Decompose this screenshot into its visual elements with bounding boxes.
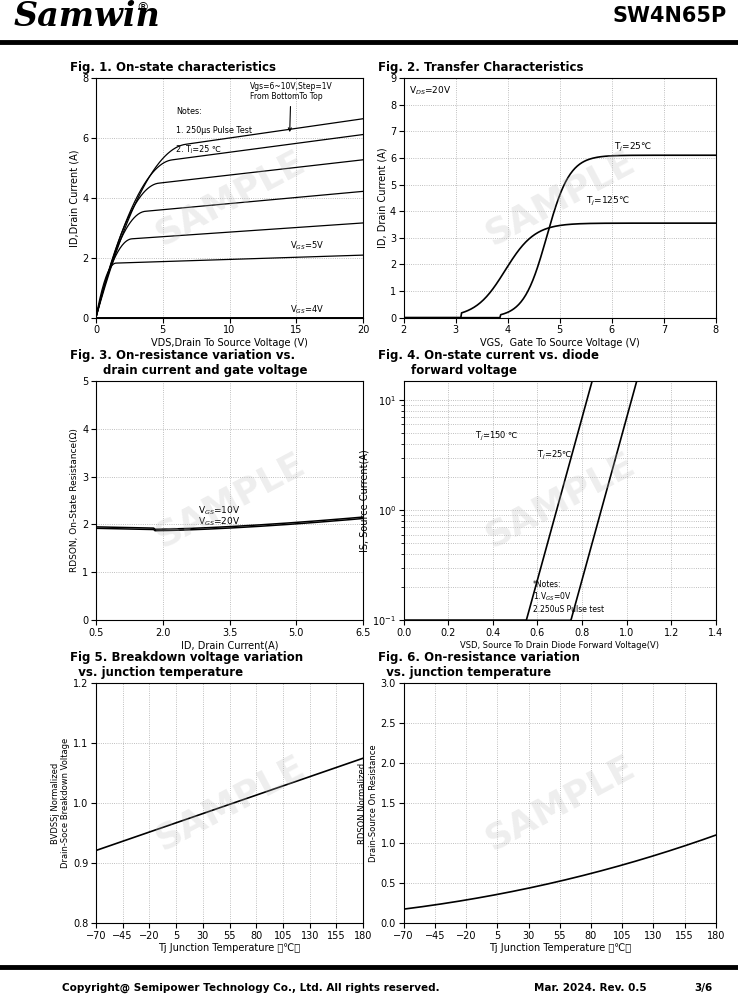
Text: Vgs=6~10V,Step=1V
From BottomTo Top: Vgs=6~10V,Step=1V From BottomTo Top	[249, 82, 332, 131]
Y-axis label: ID, Drain Current (A): ID, Drain Current (A)	[377, 148, 387, 248]
Text: ®: ®	[137, 1, 149, 14]
Text: *Notes:
1.V$_{GS}$=0V
2.250uS Pulse test: *Notes: 1.V$_{GS}$=0V 2.250uS Pulse test	[533, 580, 604, 614]
Text: Fig. 6. On-resistance variation
  vs. junction temperature: Fig. 6. On-resistance variation vs. junc…	[378, 651, 580, 679]
Text: T$_j$=25℃: T$_j$=25℃	[537, 449, 573, 462]
Text: Samwin: Samwin	[13, 0, 160, 33]
Text: Fig. 1. On-state characteristics: Fig. 1. On-state characteristics	[70, 61, 276, 74]
Text: SAMPLE: SAMPLE	[149, 447, 310, 554]
Y-axis label: IS, Source Current(A): IS, Source Current(A)	[359, 449, 370, 552]
Text: SAMPLE: SAMPLE	[479, 750, 641, 857]
Text: V$_{GS}$=5V: V$_{GS}$=5V	[289, 239, 324, 252]
X-axis label: Tj Junction Temperature （℃）: Tj Junction Temperature （℃）	[489, 943, 631, 953]
Text: T$_j$=125℃: T$_j$=125℃	[586, 195, 630, 208]
Text: Fig. 4. On-state current vs. diode
        forward voltage: Fig. 4. On-state current vs. diode forwa…	[378, 349, 599, 377]
Text: 3/6: 3/6	[694, 983, 712, 993]
Text: SAMPLE: SAMPLE	[479, 447, 641, 554]
Text: SAMPLE: SAMPLE	[479, 144, 641, 251]
Text: T$_j$=25℃: T$_j$=25℃	[615, 141, 652, 154]
Y-axis label: RDSON, On-State Resistance(Ω): RDSON, On-State Resistance(Ω)	[70, 429, 79, 572]
Y-axis label: BVDSSj Normalized
Drain-Soce Breakdown Voltage: BVDSSj Normalized Drain-Soce Breakdown V…	[51, 738, 70, 868]
Text: Copyright@ Semipower Technology Co., Ltd. All rights reserved.: Copyright@ Semipower Technology Co., Ltd…	[62, 983, 440, 993]
Text: Mar. 2024. Rev. 0.5: Mar. 2024. Rev. 0.5	[534, 983, 646, 993]
Text: V$_{DS}$=20V: V$_{DS}$=20V	[409, 85, 452, 97]
Text: V$_{GS}$=10V: V$_{GS}$=10V	[199, 505, 241, 517]
Text: T$_j$=150 ℃: T$_j$=150 ℃	[475, 430, 519, 443]
Text: Fig. 3. On-resistance variation vs.
        drain current and gate voltage: Fig. 3. On-resistance variation vs. drai…	[70, 349, 308, 377]
X-axis label: Tj Junction Temperature （℃）: Tj Junction Temperature （℃）	[159, 943, 300, 953]
Text: Fig 5. Breakdown voltage variation
  vs. junction temperature: Fig 5. Breakdown voltage variation vs. j…	[70, 651, 303, 679]
Text: Fig. 2. Transfer Characteristics: Fig. 2. Transfer Characteristics	[378, 61, 583, 74]
Text: SW4N65P: SW4N65P	[613, 6, 727, 26]
Text: V$_{GS}$=4V: V$_{GS}$=4V	[289, 303, 324, 316]
Text: SAMPLE: SAMPLE	[149, 144, 310, 251]
X-axis label: VGS,  Gate To Source Voltage (V): VGS, Gate To Source Voltage (V)	[480, 338, 640, 348]
X-axis label: VSD, Source To Drain Diode Forward Voltage(V): VSD, Source To Drain Diode Forward Volta…	[461, 641, 659, 650]
Text: V$_{GS}$=20V: V$_{GS}$=20V	[199, 516, 241, 528]
Y-axis label: ID,Drain Current (A): ID,Drain Current (A)	[69, 149, 79, 247]
Text: 1. 250μs Pulse Test: 1. 250μs Pulse Test	[176, 126, 252, 135]
Text: Notes:: Notes:	[176, 107, 201, 116]
X-axis label: VDS,Drain To Source Voltage (V): VDS,Drain To Source Voltage (V)	[151, 338, 308, 348]
Text: 2. Tⱼ=25 ℃: 2. Tⱼ=25 ℃	[176, 145, 221, 154]
X-axis label: ID, Drain Current(A): ID, Drain Current(A)	[181, 641, 278, 651]
Y-axis label: RDSON Normalized
Drain-Source On Resistance: RDSON Normalized Drain-Source On Resista…	[359, 744, 378, 862]
Text: SAMPLE: SAMPLE	[149, 750, 310, 857]
